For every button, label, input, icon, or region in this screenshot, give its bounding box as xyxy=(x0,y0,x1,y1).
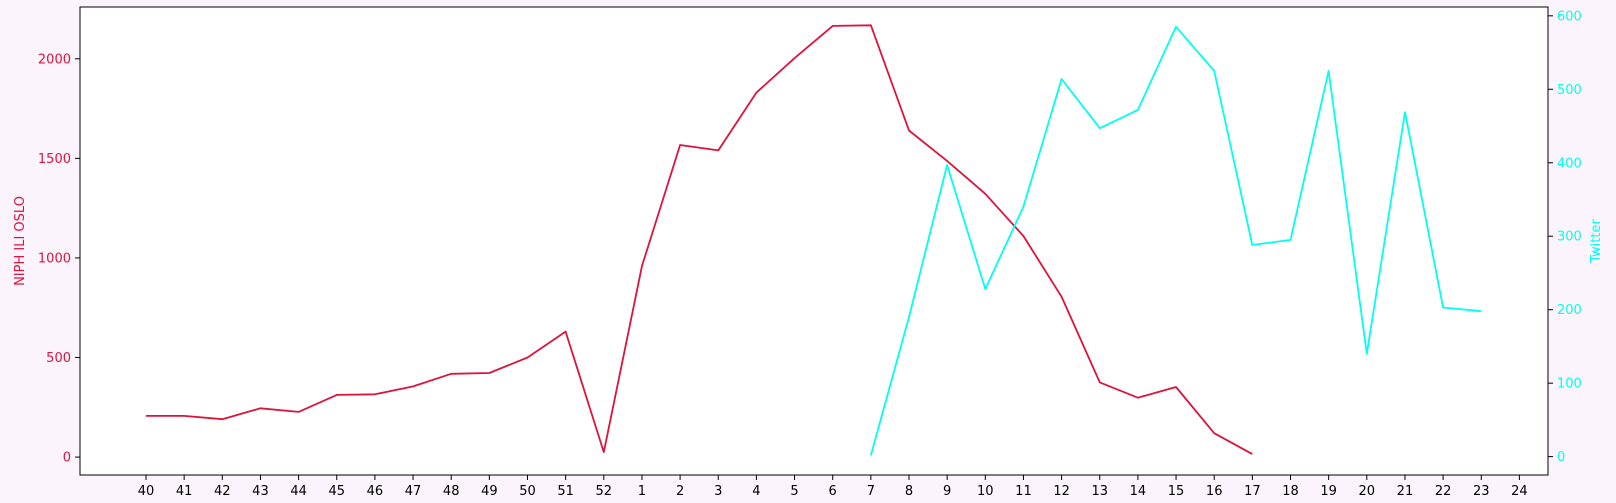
x-tick-label: 19 xyxy=(1320,484,1337,499)
left-y-tick-label: 500 xyxy=(46,351,71,366)
x-tick-label: 44 xyxy=(290,484,307,499)
left-y-tick-label: 1000 xyxy=(38,251,71,266)
x-tick-label: 9 xyxy=(943,484,951,499)
x-tick-label: 40 xyxy=(138,484,155,499)
right-y-tick-label: 600 xyxy=(1557,9,1582,24)
right-y-tick-label: 300 xyxy=(1557,230,1582,245)
series-line-niph-ili-oslo xyxy=(146,24,1253,455)
x-tick-label: 12 xyxy=(1053,484,1070,499)
x-tick-label: 13 xyxy=(1091,484,1108,499)
left-y-tick-label: 2000 xyxy=(38,52,71,67)
x-tick-label: 51 xyxy=(557,484,574,499)
x-tick-label: 18 xyxy=(1282,484,1299,499)
x-tick-label: 52 xyxy=(596,484,613,499)
x-tick-label: 1 xyxy=(638,484,646,499)
left-y-tick-label: 1500 xyxy=(38,152,71,167)
right-y-tick-label: 100 xyxy=(1557,377,1582,392)
x-tick-label: 41 xyxy=(176,484,193,499)
x-tick-label: 4 xyxy=(752,484,760,499)
x-tick-label: 6 xyxy=(829,484,837,499)
x-tick-label: 17 xyxy=(1244,484,1261,499)
right-y-tick-label: 500 xyxy=(1557,83,1582,98)
x-tick-label: 2 xyxy=(676,484,684,499)
x-tick-label: 46 xyxy=(367,484,384,499)
x-tick-label: 10 xyxy=(977,484,994,499)
x-tick-label: 43 xyxy=(252,484,269,499)
x-tick-label: 5 xyxy=(790,484,798,499)
right-y-axis: 0 100 200 300 400 500 600 xyxy=(1548,9,1582,465)
series-line-twitter xyxy=(870,25,1482,456)
right-y-axis-label: Twitter xyxy=(1589,219,1604,264)
x-tick-label: 16 xyxy=(1206,484,1223,499)
x-tick-label: 3 xyxy=(714,484,722,499)
x-tick-label: 8 xyxy=(905,484,913,499)
right-y-tick-label: 0 xyxy=(1557,450,1565,465)
x-tick-label: 7 xyxy=(867,484,875,499)
x-tick-label: 11 xyxy=(1015,484,1032,499)
left-y-axis: 0 500 1000 1500 2000 xyxy=(38,52,80,466)
x-tick-label: 42 xyxy=(214,484,231,499)
x-tick-label: 21 xyxy=(1397,484,1414,499)
x-tick-label: 14 xyxy=(1130,484,1147,499)
x-tick-label: 23 xyxy=(1473,484,1490,499)
x-tick-label: 20 xyxy=(1359,484,1376,499)
plot-area xyxy=(79,6,1549,476)
x-tick-label: 22 xyxy=(1435,484,1452,499)
x-tick-label: 45 xyxy=(328,484,345,499)
series-layer xyxy=(146,24,1482,456)
x-tick-label: 15 xyxy=(1168,484,1185,499)
x-axis: 40 41 42 43 44 45 46 47 48 49 50 51 52 1 2 3 4 5 6 7 8 9 10 11 1… xyxy=(138,475,1528,499)
x-tick-label: 47 xyxy=(405,484,422,499)
left-y-tick-label: 0 xyxy=(63,451,71,466)
right-y-tick-label: 200 xyxy=(1557,303,1582,318)
right-y-tick-label: 400 xyxy=(1557,156,1582,171)
left-y-axis-label: NIPH ILI OSLO xyxy=(13,196,28,286)
x-tick-label: 50 xyxy=(519,484,536,499)
x-tick-label: 24 xyxy=(1511,484,1528,499)
x-tick-label: 48 xyxy=(443,484,460,499)
x-tick-label: 49 xyxy=(481,484,498,499)
